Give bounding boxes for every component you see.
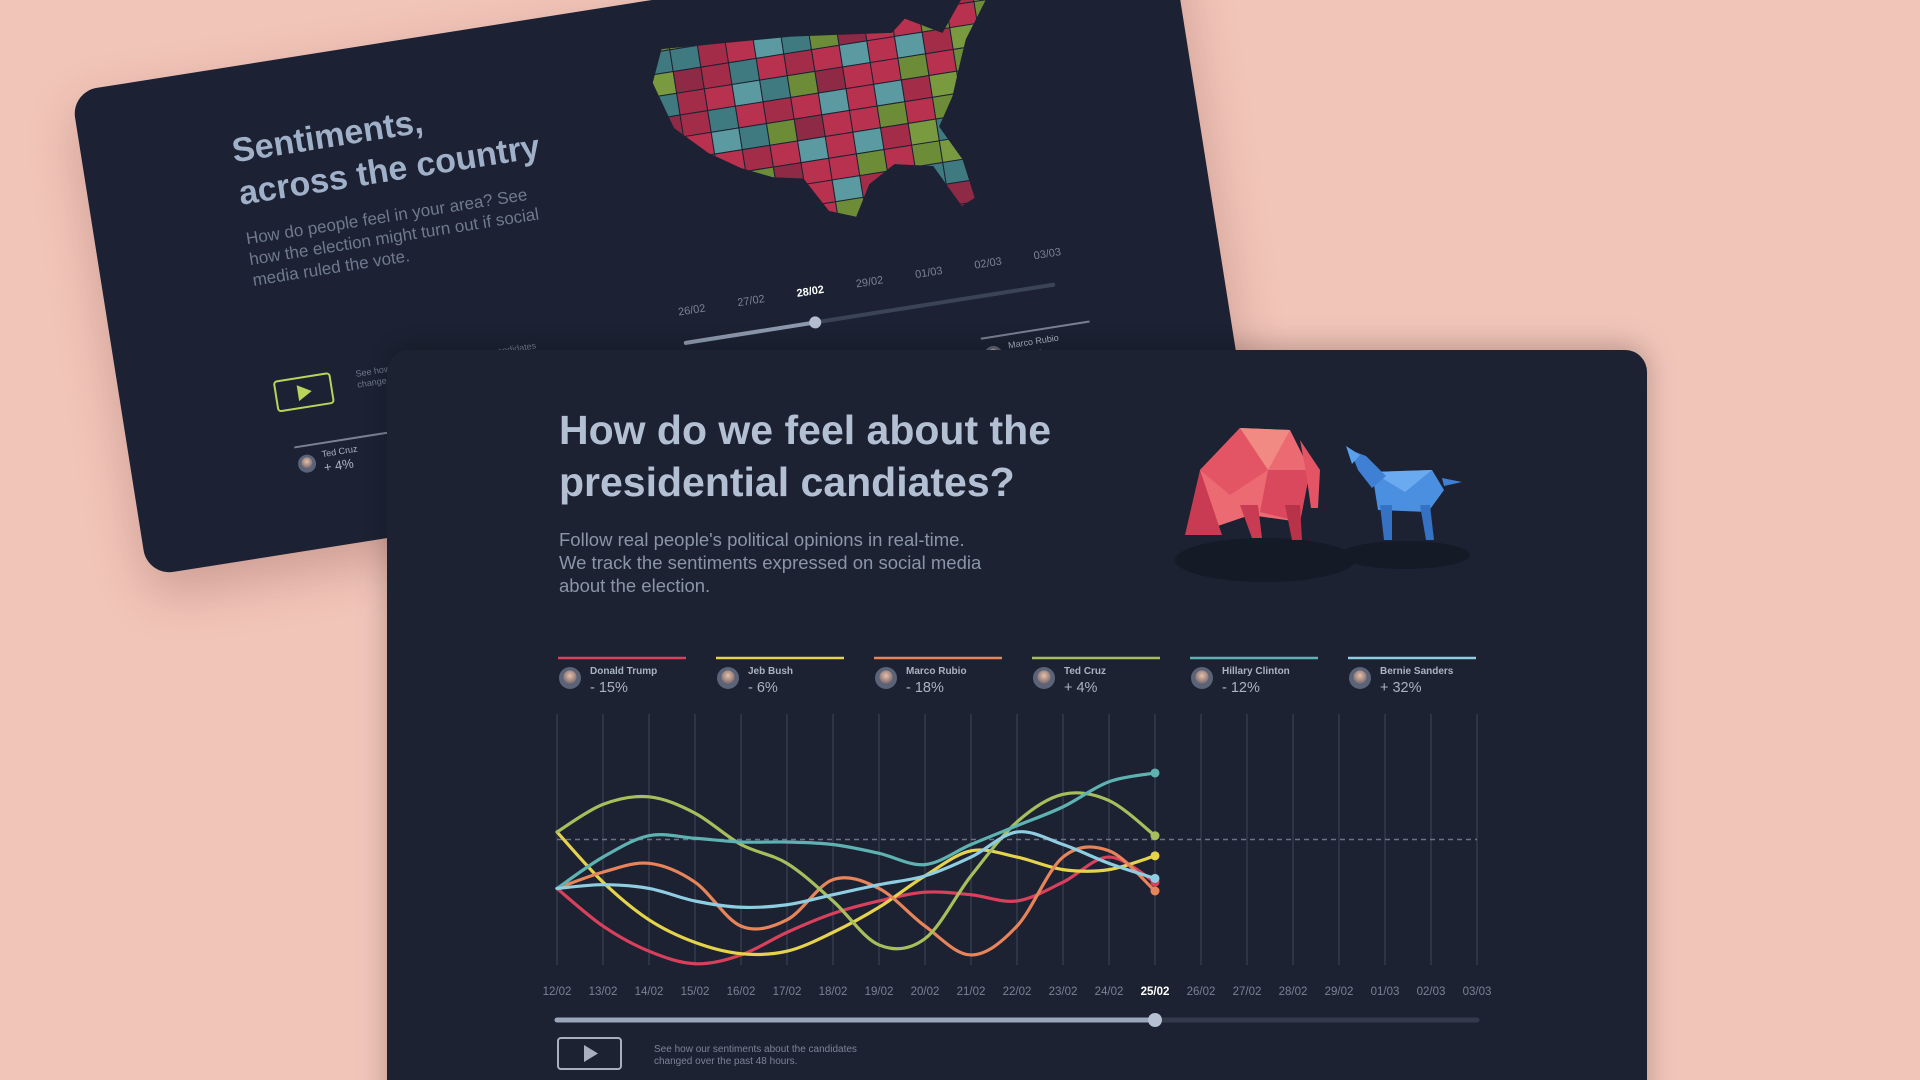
back-candidate-change: + 4% — [323, 455, 355, 475]
x-tick-label: 19/02 — [865, 986, 894, 998]
back-date-label: 27/02 — [737, 293, 766, 309]
back-date-label: 28/02 — [796, 284, 825, 300]
x-tick-label: 03/03 — [1463, 986, 1492, 998]
x-tick-label: 22/02 — [1003, 986, 1032, 998]
series-line — [555, 771, 1157, 891]
back-candidate-rule — [294, 429, 404, 449]
series-end-dot — [1150, 851, 1160, 861]
x-tick-label: 14/02 — [635, 986, 664, 998]
back-candidate-rule — [980, 320, 1090, 340]
x-tick-label: 29/02 — [1325, 986, 1354, 998]
slider-knob — [1148, 1013, 1162, 1027]
x-tick-label: 23/02 — [1049, 986, 1078, 998]
x-tick-label: 25/02 — [1141, 986, 1170, 998]
avatar-face — [1037, 670, 1051, 684]
x-tick-label: 13/02 — [589, 986, 618, 998]
donkey — [1340, 446, 1470, 569]
play-button[interactable] — [557, 1037, 622, 1070]
back-date-label: 26/02 — [677, 302, 706, 318]
series-line — [555, 845, 1157, 957]
back-play-button[interactable] — [273, 372, 335, 413]
series-line — [555, 830, 1157, 910]
legend-name: Ted Cruz — [1064, 666, 1106, 677]
back-date-label: 01/03 — [914, 265, 943, 281]
avatar-face — [1195, 670, 1209, 684]
legend-change: - 6% — [748, 680, 778, 696]
legend-name: Marco Rubio — [906, 666, 967, 677]
legend-name: Hillary Clinton — [1222, 666, 1290, 677]
play-note: See how our sentiments about the candida… — [654, 1044, 857, 1055]
front-description: We track the sentiments expressed on soc… — [559, 552, 982, 573]
x-tick-label: 17/02 — [773, 986, 802, 998]
series-line — [555, 791, 1157, 951]
front-description: Follow real people's political opinions … — [559, 529, 965, 550]
play-icon — [584, 1045, 598, 1062]
x-tick-label: 01/03 — [1371, 986, 1400, 998]
avatar-face — [301, 457, 313, 469]
x-tick-label: 27/02 — [1233, 986, 1262, 998]
series-end-dot — [1150, 873, 1160, 883]
x-tick-label: 26/02 — [1187, 986, 1216, 998]
back-slider-knob — [809, 316, 822, 329]
x-tick-label: 28/02 — [1279, 986, 1308, 998]
front-title: presidential candiates? — [559, 459, 1015, 505]
back-date-label: 02/03 — [974, 256, 1003, 272]
legend-change: - 15% — [590, 680, 628, 696]
legend-change: - 18% — [906, 680, 944, 696]
x-tick-label: 16/02 — [727, 986, 756, 998]
legend-change: - 12% — [1222, 680, 1260, 696]
elephant — [1175, 428, 1355, 582]
avatar-face — [879, 670, 893, 684]
legend-name: Donald Trump — [590, 666, 657, 677]
back-date-label: 29/02 — [855, 274, 884, 290]
back-date-label: 03/03 — [1033, 246, 1062, 262]
avatar-face — [721, 670, 735, 684]
front-description: about the election. — [559, 575, 710, 596]
x-tick-label: 24/02 — [1095, 986, 1124, 998]
x-tick-label: 21/02 — [957, 986, 986, 998]
play-note: changed over the past 48 hours. — [654, 1056, 797, 1067]
legend-name: Jeb Bush — [748, 666, 793, 677]
front-title: How do we feel about the — [559, 407, 1051, 453]
x-tick-label: 15/02 — [681, 986, 710, 998]
x-tick-label: 12/02 — [543, 986, 572, 998]
play-icon — [296, 385, 312, 402]
series-end-dot — [1150, 886, 1160, 896]
avatar-face — [563, 670, 577, 684]
back-slider-progress — [683, 320, 818, 345]
series-end-dot — [1150, 831, 1160, 841]
legend-change: + 4% — [1064, 680, 1098, 696]
x-tick-label: 20/02 — [911, 986, 940, 998]
legend-change: + 32% — [1380, 680, 1422, 696]
x-tick-label: 18/02 — [819, 986, 848, 998]
legend-name: Bernie Sanders — [1380, 666, 1454, 677]
series-line — [555, 855, 1157, 966]
avatar-face — [1353, 670, 1367, 684]
x-tick-label: 02/03 — [1417, 986, 1446, 998]
series-end-dot — [1150, 768, 1160, 778]
line-chart: 12/02 13/02 14/02 15/02 16/02 17/02 18/02 19/02… — [543, 656, 1492, 1027]
